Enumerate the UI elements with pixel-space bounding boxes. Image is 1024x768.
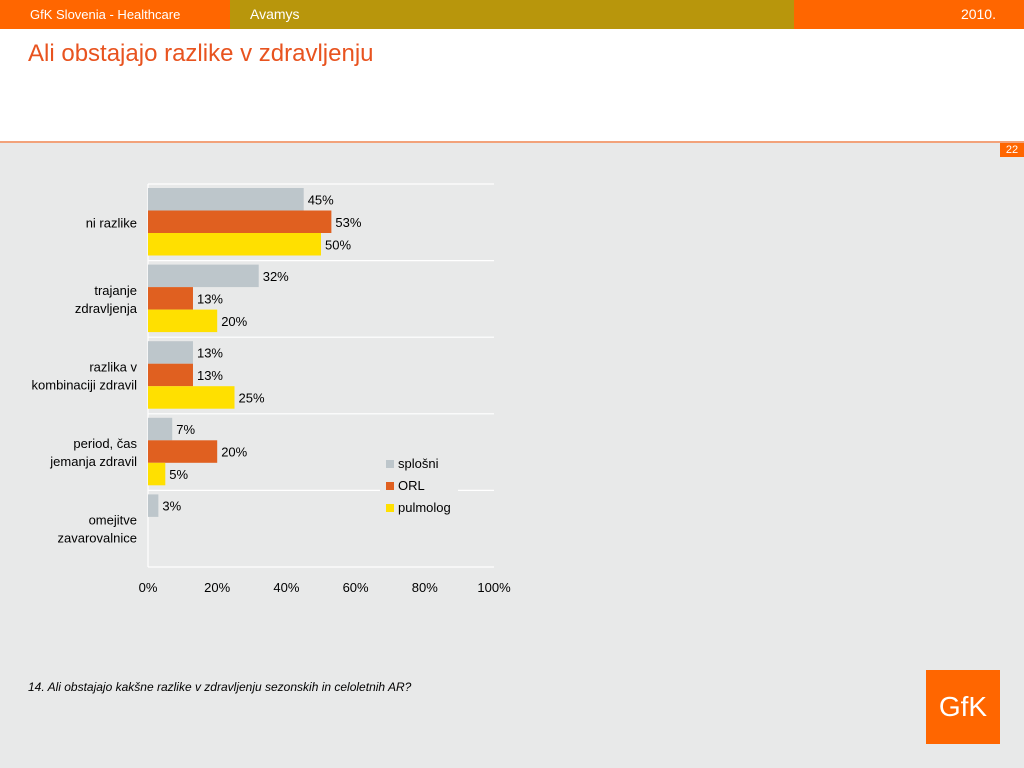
data-label: 5% [169,467,188,482]
bar [148,440,218,463]
data-label: 20% [221,445,247,460]
x-tick-label: 0% [139,580,158,595]
x-tick-label: 40% [273,580,299,595]
data-label: 45% [308,192,334,207]
data-label: 13% [197,345,223,360]
bar [148,264,259,288]
legend-label-splosni: splošni [398,456,439,471]
page-number: 22 [1000,143,1024,157]
header-bar: GfK Slovenia - Healthcare Avamys 2010. [0,0,1024,29]
question-footnote: 14. Ali obstajajo kakšne razlike v zdrav… [28,680,412,694]
legend-label-orl: ORL [398,478,425,493]
data-label: 32% [263,269,289,284]
data-label: 53% [335,215,361,230]
legend-swatch-splosni [386,460,394,468]
header-year: 2010. [795,0,1024,29]
gfk-logo-text: GfK [938,691,988,722]
category-label: razlika v kombinaciji zdravil [32,360,138,393]
gfk-logo: GfK [926,670,1000,744]
data-label: 50% [325,237,351,252]
data-label: 7% [176,422,195,437]
data-label: 20% [221,314,247,329]
bar [148,233,321,256]
category-label: omejitve zavarovalnice [58,513,138,546]
x-tick-label: 100% [477,580,511,595]
data-label: 13% [197,368,223,383]
bar [148,341,193,364]
bar [148,494,159,517]
data-label: 13% [197,291,223,306]
legend-label-pulmolog: pulmolog [398,500,451,515]
title-area [0,29,1024,141]
bar [148,210,332,233]
data-label: 3% [162,499,181,514]
header-company: GfK Slovenia - Healthcare [0,0,229,29]
category-label: trajanje zdravljenja [75,283,138,316]
legend-swatch-pulmolog [386,504,394,512]
bar [148,287,193,310]
bar [148,188,304,211]
x-tick-label: 80% [412,580,438,595]
bar [148,417,173,441]
category-label: period, čas jemanja zdravil [49,436,137,469]
data-label: 25% [239,390,265,405]
bar [148,462,166,486]
bar [148,386,235,409]
x-tick-label: 60% [343,580,369,595]
bar [148,363,193,387]
page-title: Ali obstajajo razlike v zdravljenju [28,40,374,67]
bar [148,309,218,333]
title-divider [0,141,1024,143]
chart-legend: splošni ORL pulmolog [380,452,458,524]
category-label: ni razlike [86,215,137,230]
header-product: Avamys [230,0,794,29]
legend-swatch-orl [386,482,394,490]
x-tick-label: 20% [204,580,230,595]
